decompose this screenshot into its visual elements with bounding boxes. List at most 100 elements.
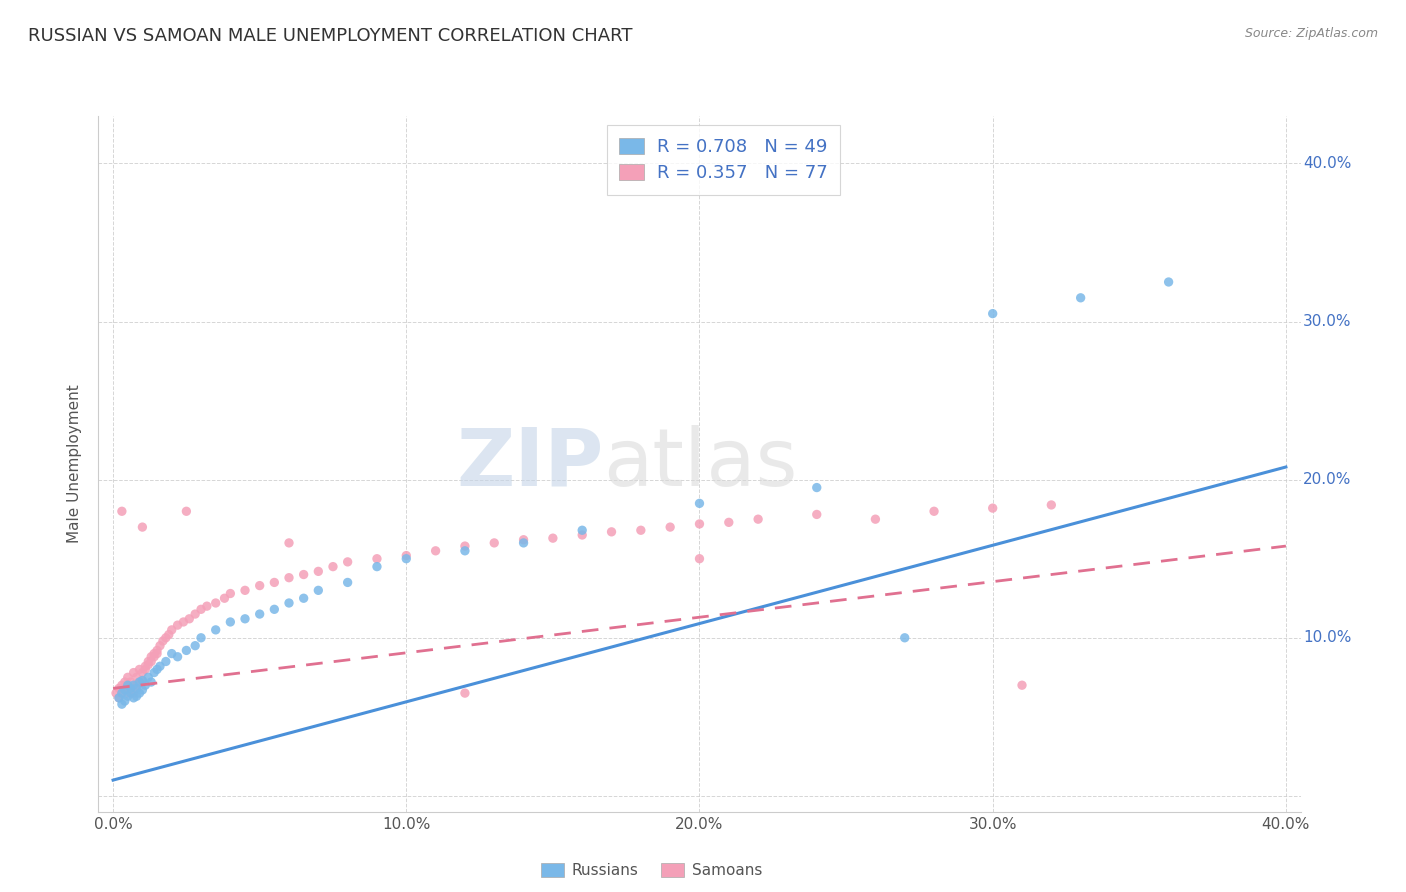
Text: atlas: atlas <box>603 425 797 503</box>
Point <box>263 602 285 616</box>
Point <box>571 528 593 542</box>
Point <box>143 665 166 680</box>
Point <box>114 681 136 696</box>
Point <box>146 643 169 657</box>
Point <box>366 551 388 566</box>
Text: 40.0%: 40.0% <box>1303 156 1351 171</box>
Point <box>131 673 153 688</box>
Point <box>981 501 1004 516</box>
Point <box>630 523 652 537</box>
Point <box>128 675 150 690</box>
Point <box>195 599 218 614</box>
Point <box>395 549 418 563</box>
Point <box>143 649 166 664</box>
Point <box>120 681 142 696</box>
Point <box>176 643 198 657</box>
Point <box>136 670 159 684</box>
Point <box>263 575 285 590</box>
Point <box>233 583 256 598</box>
Point <box>155 631 177 645</box>
Point <box>395 551 418 566</box>
Point <box>541 531 564 545</box>
Point <box>214 591 236 606</box>
Point <box>125 678 148 692</box>
Point <box>120 686 142 700</box>
Point <box>117 670 139 684</box>
Point <box>307 583 329 598</box>
Point <box>1157 275 1180 289</box>
Point <box>806 481 828 495</box>
Point <box>893 631 915 645</box>
Point <box>131 683 153 698</box>
Point <box>747 512 769 526</box>
Point <box>108 681 131 696</box>
Point <box>122 686 145 700</box>
Point <box>190 602 212 616</box>
Point <box>689 496 711 510</box>
Point <box>146 647 169 661</box>
Text: 10.0%: 10.0% <box>1303 631 1351 645</box>
Point <box>249 578 271 592</box>
Point <box>454 543 477 558</box>
Point <box>190 631 212 645</box>
Point <box>128 675 150 690</box>
Text: 30.0%: 30.0% <box>1303 314 1351 329</box>
Point <box>149 639 172 653</box>
Point <box>120 681 142 696</box>
Point <box>219 615 242 629</box>
Point <box>128 662 150 676</box>
Point <box>184 607 207 621</box>
Point <box>172 615 194 629</box>
Point <box>806 508 828 522</box>
Text: RUSSIAN VS SAMOAN MALE UNEMPLOYMENT CORRELATION CHART: RUSSIAN VS SAMOAN MALE UNEMPLOYMENT CORR… <box>28 27 633 45</box>
Point <box>160 647 183 661</box>
Point <box>141 655 163 669</box>
Point <box>659 520 682 534</box>
Point <box>689 551 711 566</box>
Point <box>155 655 177 669</box>
Point <box>600 524 623 539</box>
Point <box>278 596 301 610</box>
Point <box>1040 498 1063 512</box>
Point <box>160 623 183 637</box>
Point <box>233 612 256 626</box>
Point <box>336 555 359 569</box>
Point <box>117 678 139 692</box>
Point <box>111 504 134 518</box>
Point <box>484 536 506 550</box>
Point <box>922 504 945 518</box>
Point <box>366 559 388 574</box>
Point <box>512 536 534 550</box>
Point <box>278 536 301 550</box>
Point <box>717 516 740 530</box>
Text: Source: ZipAtlas.com: Source: ZipAtlas.com <box>1244 27 1378 40</box>
Point <box>141 675 163 690</box>
Point <box>108 690 131 705</box>
Point <box>125 681 148 696</box>
Point <box>336 575 359 590</box>
Point <box>1011 678 1033 692</box>
Point <box>166 618 188 632</box>
Point <box>117 686 139 700</box>
Point <box>134 678 156 692</box>
Point <box>111 678 134 692</box>
Point <box>141 649 163 664</box>
Point <box>111 697 134 711</box>
Point <box>114 694 136 708</box>
Point <box>128 686 150 700</box>
Text: 20.0%: 20.0% <box>1303 472 1351 487</box>
Point <box>454 539 477 553</box>
Point <box>117 690 139 704</box>
Point <box>278 571 301 585</box>
Point <box>122 678 145 692</box>
Point <box>981 307 1004 321</box>
Point <box>114 683 136 698</box>
Point <box>184 639 207 653</box>
Point <box>571 523 593 537</box>
Point <box>108 690 131 705</box>
Point <box>204 623 226 637</box>
Point <box>176 504 198 518</box>
Point <box>120 675 142 690</box>
Point <box>454 686 477 700</box>
Point <box>105 686 128 700</box>
